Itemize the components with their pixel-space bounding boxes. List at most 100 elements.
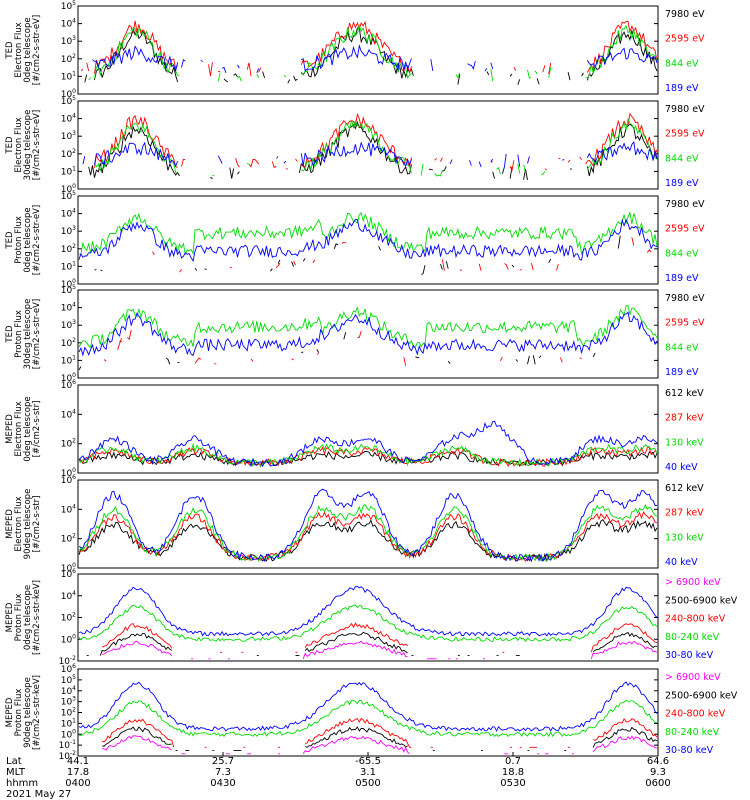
- legend-entry: 189 eV: [665, 83, 699, 94]
- series-line: [94, 117, 658, 177]
- x-tick-label-hhmm: 0530: [500, 778, 525, 789]
- date-label: 2021 May 27: [6, 789, 71, 800]
- series-line: [82, 140, 658, 168]
- series-line: [102, 735, 658, 755]
- x-tick-label-hhmm: 0500: [355, 778, 380, 789]
- legend-entry: > 6900 keV: [665, 672, 721, 683]
- legend-entry: 2500-6900 keV: [665, 690, 738, 701]
- series-line: [78, 420, 658, 468]
- legend-entry: 844 eV: [665, 342, 699, 353]
- series-line: [78, 218, 658, 263]
- legend-entry: 189 eV: [665, 367, 699, 378]
- series-line: [78, 511, 658, 563]
- legend-entry: 844 eV: [665, 248, 699, 259]
- legend-entry: 844 eV: [665, 153, 699, 164]
- series-line: [78, 311, 658, 357]
- y-axis-label-line: Electron Flux: [14, 496, 24, 551]
- legend-entry: 80-240 keV: [665, 632, 720, 643]
- y-tick-label: 103: [61, 35, 76, 47]
- x-tick-label-lat: 0.7: [505, 756, 521, 767]
- series-line: [86, 631, 658, 657]
- series-line: [102, 726, 658, 752]
- series-line: [88, 23, 658, 82]
- legend-entry: 287 keV: [665, 508, 704, 519]
- x-row-label-lat: Lat: [6, 756, 22, 767]
- legend-entry: 612 keV: [665, 388, 704, 399]
- series-line: [78, 442, 658, 468]
- x-tick-label-hhmm: 0430: [210, 778, 235, 789]
- series-line: [104, 330, 643, 366]
- y-tick-label: 104: [61, 208, 76, 220]
- y-tick-label: 106: [61, 568, 76, 580]
- y-tick-label: 104: [61, 503, 76, 515]
- y-tick-label: 102: [61, 533, 76, 545]
- series-line: [80, 20, 658, 77]
- x-tick-label-hhmm: 0400: [65, 778, 90, 789]
- y-tick-label: 106: [61, 379, 76, 391]
- legend-entry: 2595 eV: [665, 34, 705, 45]
- y-tick-label: 101: [61, 354, 76, 366]
- series-line: [78, 586, 658, 637]
- y-tick-label: 104: [61, 113, 76, 125]
- legend-entry: 2500-6900 keV: [665, 595, 738, 606]
- y-axis-label-line: 0deg telescope: [23, 396, 33, 461]
- y-axis-label-line: Electron Flux: [14, 401, 24, 456]
- y-tick-label: 104: [61, 590, 76, 602]
- legend-entry: 130 keV: [665, 532, 704, 543]
- x-tick-label-lat: -65.5: [355, 756, 381, 767]
- y-axis-label-line: TED: [5, 41, 15, 60]
- y-axis-label-line: [#/cm2-s-str]: [32, 401, 42, 458]
- x-tick-label-hhmm: 0600: [645, 778, 670, 789]
- x-tick-label-mlt: 7.3: [215, 767, 231, 778]
- legend-entry: 7980 eV: [665, 199, 705, 210]
- y-tick-label: 101: [61, 260, 76, 272]
- y-axis-label-line: TED: [5, 325, 15, 344]
- x-tick-label-mlt: 9.3: [650, 767, 666, 778]
- y-axis-label-line: TED: [5, 231, 15, 250]
- y-tick-label: 102: [61, 612, 76, 624]
- panel-frame: [77, 100, 659, 190]
- legend-entry: 80-240 keV: [665, 727, 720, 738]
- x-tick-label-lat: 64.6: [647, 756, 669, 767]
- y-axis-label-line: 0deg telescope: [23, 17, 33, 82]
- legend-entry: 189 eV: [665, 273, 699, 284]
- legend-entry: 844 eV: [665, 58, 699, 69]
- x-tick-label-lat: 44.1: [67, 756, 89, 767]
- x-row-label-hhmm: hhmm: [6, 778, 38, 789]
- series-line: [84, 26, 658, 85]
- y-tick-label: 103: [61, 130, 76, 142]
- y-axis-label-line: 90deg telescope: [23, 489, 33, 560]
- y-tick-label: 100: [61, 633, 76, 645]
- legend-entry: > 6900 keV: [665, 577, 721, 588]
- x-tick-label-mlt: 17.8: [67, 767, 89, 778]
- legend-entry: 287 keV: [665, 413, 704, 424]
- series-line: [78, 446, 658, 467]
- panel-frame: [77, 5, 659, 95]
- y-axis-label-line: 0deg telescope: [23, 207, 33, 272]
- y-axis-label-line: Electron Flux: [14, 22, 24, 77]
- y-tick-label: 102: [61, 243, 76, 255]
- legend-entry: 40 keV: [665, 462, 698, 473]
- legend-entry: 7980 eV: [665, 293, 705, 304]
- y-tick-label: 103: [61, 225, 76, 237]
- legend-entry: 2595 eV: [665, 318, 705, 329]
- y-tick-label: 104: [61, 18, 76, 30]
- y-axis-label-line: [#/cm2-s-str-eV]: [32, 205, 42, 275]
- y-axis-label-line: Proton Flux: [14, 310, 24, 358]
- legend-entry: 7980 eV: [665, 9, 705, 20]
- y-tick-label: 101: [61, 70, 76, 82]
- panel-frame: [77, 195, 659, 285]
- x-tick-label-mlt: 18.8: [502, 767, 524, 778]
- legend-entry: 40 keV: [665, 557, 698, 568]
- y-axis-label-line: MEPED: [5, 509, 15, 539]
- y-axis-label-line: MEPED: [5, 602, 15, 632]
- panel-frame: [77, 479, 659, 569]
- series-line: [102, 622, 658, 653]
- legend-entry: 30-80 keV: [665, 745, 714, 756]
- series-line: [78, 451, 658, 468]
